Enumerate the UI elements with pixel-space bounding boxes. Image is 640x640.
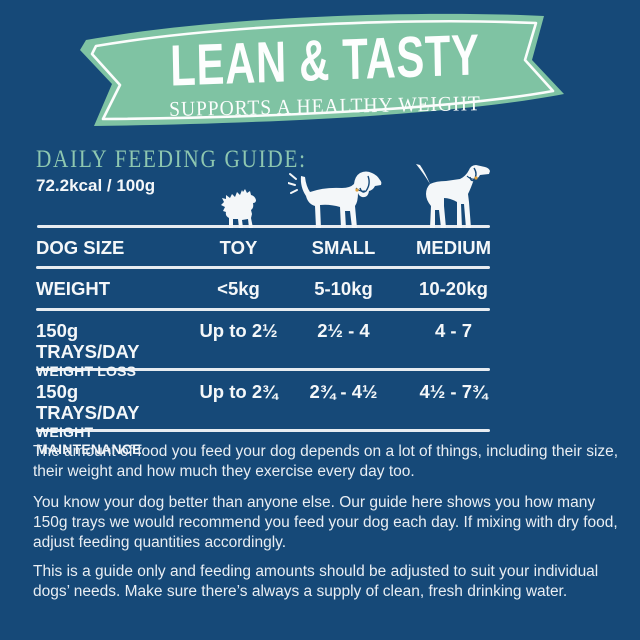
table-divider — [36, 266, 490, 269]
col-header-medium: MEDIUM — [415, 237, 492, 258]
table-cell: 10-20kg — [419, 278, 488, 299]
banner-title: LEAN & TASTY — [169, 22, 481, 99]
row-label: 150g TRAYS/DAY WEIGHT LOSS — [36, 320, 186, 380]
energy-per-100g: 72.2kcal / 100g — [36, 176, 156, 195]
table-cell: Up to 2½ — [199, 320, 278, 341]
table-cell: 4½ - 7¾ — [419, 381, 488, 402]
collar-tag-icon — [355, 188, 359, 192]
ground-line — [37, 225, 490, 228]
col-header-small: SMALL — [311, 237, 376, 258]
table-cell: 4 - 7 — [434, 320, 473, 341]
row-label-main: 150g TRAYS/DAY — [36, 381, 140, 423]
row-label-sub: WEIGHT MAINTENANCE — [36, 424, 142, 457]
table-row-weight-maintenance: 150g TRAYS/DAY WEIGHT MAINTENANCE Up to … — [36, 381, 511, 458]
ribbon-icon — [80, 13, 564, 126]
col-header-toy: TOY — [219, 237, 258, 258]
paragraph-feeding-factors: The amount of food you feed your dog dep… — [33, 443, 619, 480]
table-divider — [36, 368, 490, 371]
table-header-row: DOG SIZE TOY SMALL MEDIUM — [36, 237, 511, 258]
table-divider — [36, 429, 490, 432]
row-label-sub: WEIGHT LOSS — [36, 363, 137, 379]
medium-dog-icon — [416, 164, 490, 228]
guide-heading: DAILY FEEDING GUIDE: — [36, 146, 307, 173]
table-cell: Up to 2¾ — [199, 381, 278, 402]
row-label: 150g TRAYS/DAY WEIGHT MAINTENANCE — [36, 381, 186, 458]
table-cell: <5kg — [217, 278, 260, 299]
row-label: WEIGHT — [36, 278, 110, 299]
motion-lines-icon — [288, 173, 298, 194]
table-cell: 2¾ - 4½ — [309, 381, 378, 402]
table-cell: 5-10kg — [314, 278, 373, 299]
paragraph-disclaimer: This is a guide only and feeding amounts… — [33, 563, 599, 600]
collar-tag-icon — [474, 176, 478, 180]
ribbon-banner: LEAN & TASTY SUPPORTS A HEALTHY WEIGHT — [70, 8, 580, 135]
table-divider — [36, 308, 490, 311]
table-row-weight: WEIGHT <5kg 5-10kg 10-20kg — [36, 278, 511, 299]
dachshund-dog-icon — [288, 171, 382, 228]
row-label-main: 150g TRAYS/DAY — [36, 320, 140, 362]
paragraph-guide-explanation: You know your dog better than anyone els… — [33, 494, 618, 551]
table-cell: 2½ - 4 — [317, 320, 370, 341]
toy-dog-icon — [221, 189, 256, 228]
col-header-dog-size: DOG SIZE — [36, 237, 125, 258]
table-row-weight-loss: 150g TRAYS/DAY WEIGHT LOSS Up to 2½ 2½ -… — [36, 320, 511, 380]
